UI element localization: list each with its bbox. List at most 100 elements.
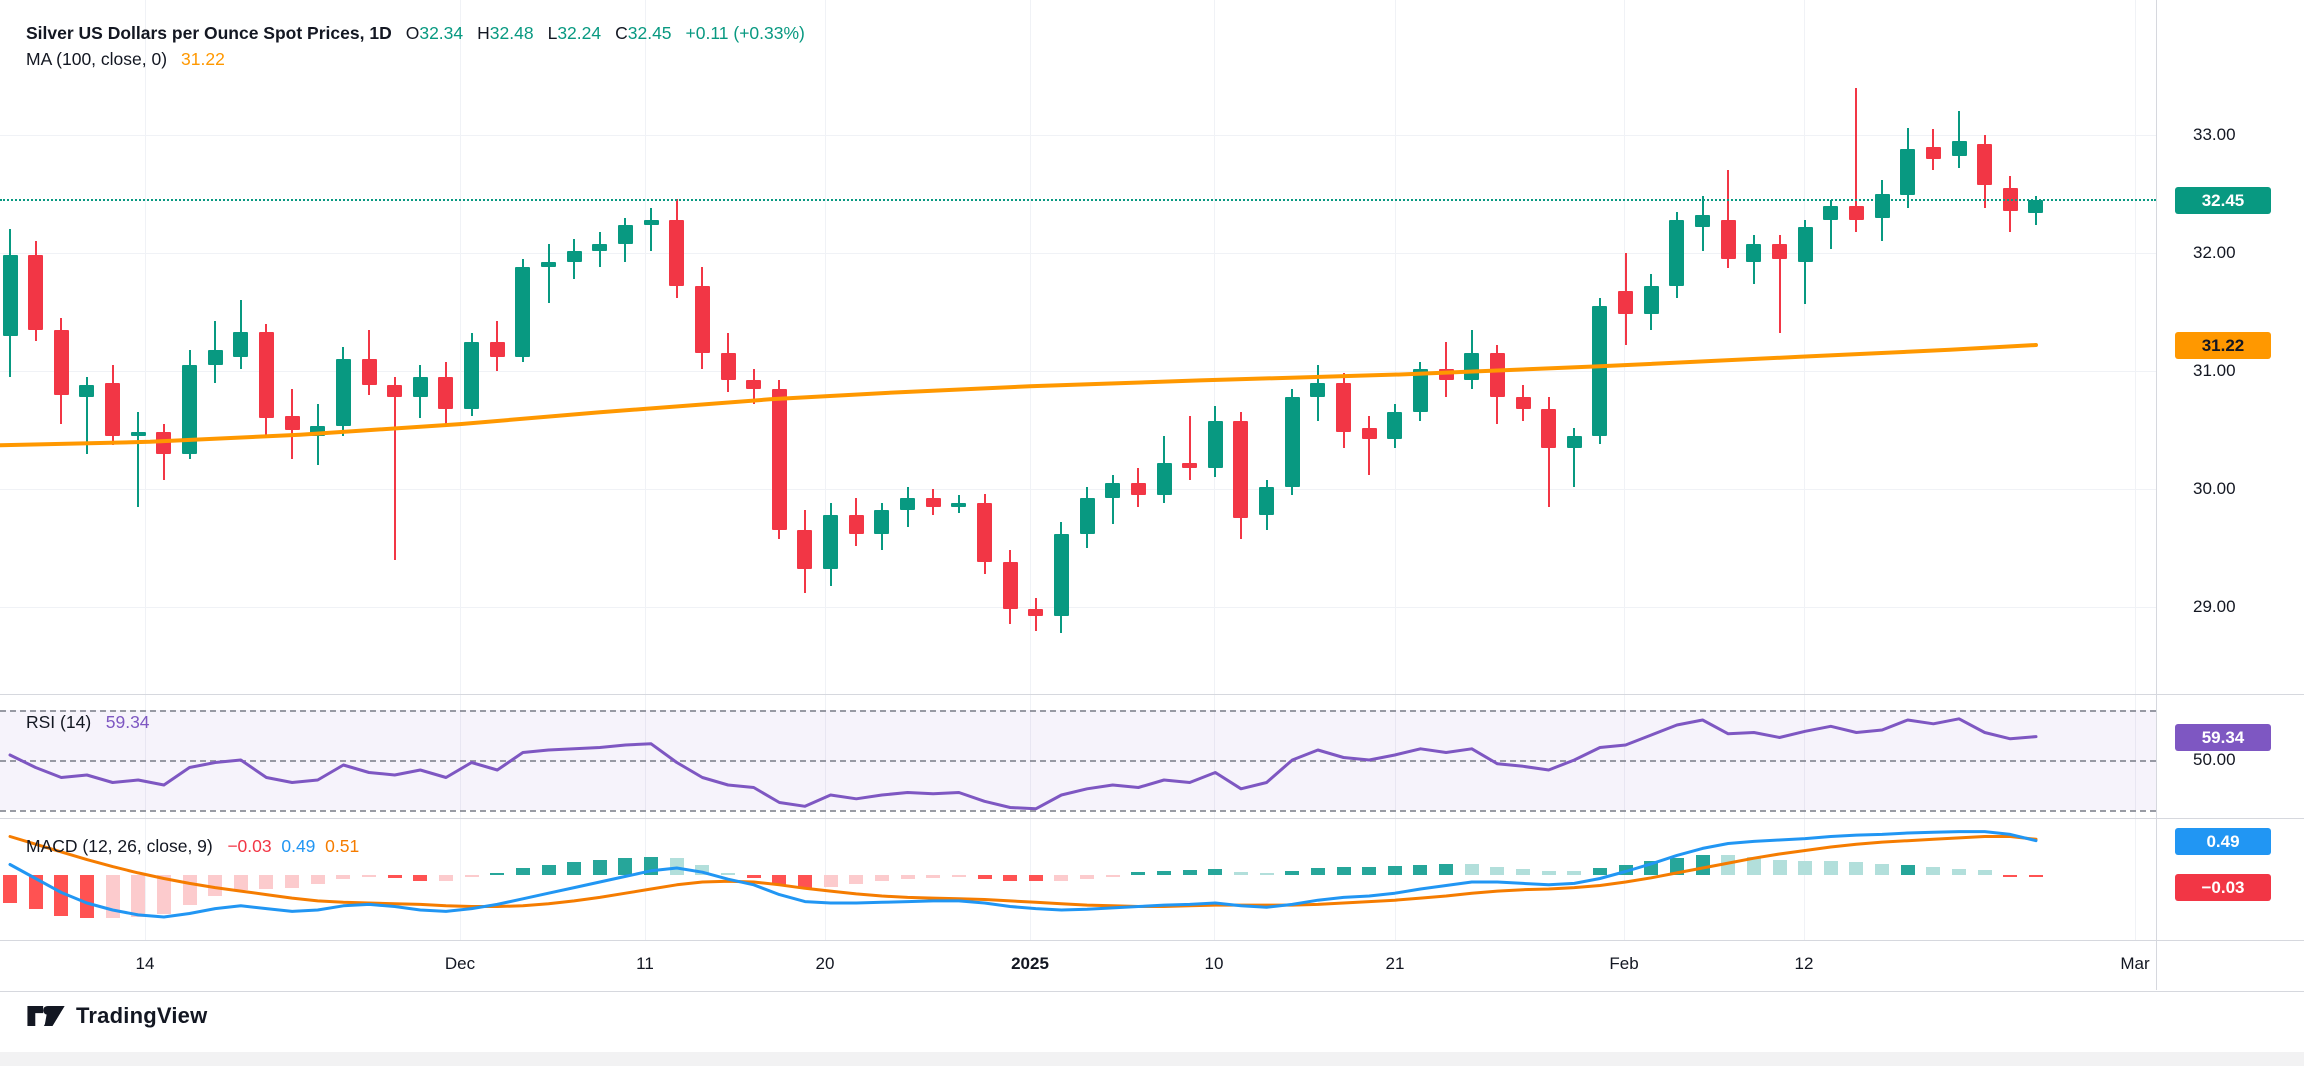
candle[interactable] xyxy=(900,498,916,511)
macd-histogram-bar[interactable] xyxy=(1105,875,1120,878)
macd-histogram-bar[interactable] xyxy=(1233,872,1248,875)
macd-histogram-bar[interactable] xyxy=(1977,870,1992,875)
candle[interactable] xyxy=(1130,483,1146,495)
candle[interactable] xyxy=(53,329,69,395)
macd-histogram-bar[interactable] xyxy=(797,875,812,889)
macd-histogram-bar[interactable] xyxy=(926,875,941,878)
macd-histogram-bar[interactable] xyxy=(1926,866,1941,875)
candle[interactable] xyxy=(1387,412,1403,440)
macd-histogram-bar[interactable] xyxy=(259,875,274,889)
candle[interactable] xyxy=(233,332,249,357)
macd-histogram-bar[interactable] xyxy=(1644,861,1659,875)
macd-histogram-bar[interactable] xyxy=(746,875,761,878)
ma-study-row[interactable]: MA (100, close, 0) 31.22 xyxy=(26,46,805,72)
candle[interactable] xyxy=(541,262,557,268)
candle[interactable] xyxy=(1874,194,1890,218)
candle[interactable] xyxy=(28,255,44,330)
candle[interactable] xyxy=(617,224,633,244)
candle[interactable] xyxy=(1900,149,1916,196)
candle[interactable] xyxy=(1489,353,1505,397)
macd-histogram-bar[interactable] xyxy=(310,875,325,885)
macd-histogram-bar[interactable] xyxy=(233,875,248,890)
macd-histogram-bar[interactable] xyxy=(823,875,838,887)
candle[interactable] xyxy=(2028,199,2044,213)
macd-histogram-bar[interactable] xyxy=(1182,870,1197,875)
macd-histogram-bar[interactable] xyxy=(1080,875,1095,880)
macd-histogram-bar[interactable] xyxy=(1208,869,1223,875)
candle[interactable] xyxy=(1079,498,1095,534)
candle[interactable] xyxy=(1951,140,1967,157)
candle[interactable] xyxy=(1105,483,1121,499)
candle[interactable] xyxy=(156,432,172,454)
macd-histogram-bar[interactable] xyxy=(413,875,428,881)
pane-separator[interactable] xyxy=(0,694,2304,695)
macd-histogram-bar[interactable] xyxy=(285,875,300,889)
candle[interactable] xyxy=(1643,286,1659,315)
candle[interactable] xyxy=(1797,227,1813,263)
candle[interactable] xyxy=(771,388,787,531)
macd-histogram-bar[interactable] xyxy=(1592,868,1607,875)
candle[interactable] xyxy=(1618,290,1634,315)
candle[interactable] xyxy=(1823,205,1839,220)
candle[interactable] xyxy=(746,380,762,389)
macd-histogram-bar[interactable] xyxy=(1285,870,1300,875)
candle[interactable] xyxy=(1541,408,1557,448)
candle[interactable] xyxy=(182,365,197,454)
macd-histogram-bar[interactable] xyxy=(1669,857,1684,875)
macd-histogram-bar[interactable] xyxy=(874,875,889,882)
macd-histogram-bar[interactable] xyxy=(1952,868,1967,875)
candle[interactable] xyxy=(874,510,890,534)
macd-histogram-bar[interactable] xyxy=(1798,861,1813,875)
candle[interactable] xyxy=(1002,562,1018,610)
time-axis[interactable]: 14 Dec 11 20 2025 10 21 Feb 12 Mar xyxy=(0,940,2304,992)
candle[interactable] xyxy=(566,250,582,263)
candle[interactable] xyxy=(1669,219,1685,287)
symbol-title[interactable]: Silver US Dollars per Ounce Spot Prices,… xyxy=(26,23,392,43)
candle[interactable] xyxy=(797,530,813,570)
macd-histogram-bar[interactable] xyxy=(2003,875,2018,877)
macd-histogram-bar[interactable] xyxy=(1028,875,1043,882)
macd-histogram-bar[interactable] xyxy=(1439,863,1454,875)
candle[interactable] xyxy=(284,415,300,430)
candle[interactable] xyxy=(438,376,454,409)
macd-histogram-bar[interactable] xyxy=(1849,862,1864,875)
candle[interactable] xyxy=(2,255,18,336)
macd-histogram-bar[interactable] xyxy=(772,875,787,885)
candle[interactable] xyxy=(1746,243,1762,263)
candle[interactable] xyxy=(1053,533,1069,617)
candle[interactable] xyxy=(207,349,223,366)
macd-histogram-bar[interactable] xyxy=(977,875,992,879)
candle[interactable] xyxy=(1772,243,1787,259)
macd-histogram-bar[interactable] xyxy=(618,858,633,875)
macd-histogram-bar[interactable] xyxy=(1336,867,1351,875)
macd-histogram-bar[interactable] xyxy=(156,875,171,914)
macd-histogram-bar[interactable] xyxy=(567,861,582,875)
macd-histogram-bar[interactable] xyxy=(1823,861,1838,875)
candle[interactable] xyxy=(1695,215,1711,228)
candle[interactable] xyxy=(1233,420,1249,519)
macd-histogram-bar[interactable] xyxy=(1567,870,1582,875)
candle[interactable] xyxy=(1515,396,1531,409)
candle[interactable] xyxy=(823,514,839,570)
macd-histogram-bar[interactable] xyxy=(1464,863,1479,875)
candle[interactable] xyxy=(720,353,736,381)
candle[interactable] xyxy=(464,341,480,409)
macd-histogram-bar[interactable] xyxy=(951,875,966,878)
macd-histogram-bar[interactable] xyxy=(1875,863,1890,875)
macd-histogram-bar[interactable] xyxy=(2028,875,2043,878)
candle[interactable] xyxy=(1207,420,1223,468)
macd-histogram-bar[interactable] xyxy=(1387,865,1402,875)
candle[interactable] xyxy=(1977,144,1993,185)
macd-histogram-bar[interactable] xyxy=(1362,866,1377,875)
candle[interactable] xyxy=(951,503,967,507)
candle[interactable] xyxy=(361,359,377,386)
candle[interactable] xyxy=(258,332,274,419)
macd-histogram-bar[interactable] xyxy=(1490,866,1505,875)
macd-histogram-bar[interactable] xyxy=(592,859,607,875)
rsi-pane[interactable] xyxy=(0,694,2156,818)
macd-histogram-bar[interactable] xyxy=(1003,875,1018,881)
candle[interactable] xyxy=(1028,609,1044,617)
macd-histogram-bar[interactable] xyxy=(1695,855,1710,875)
macd-histogram-bar[interactable] xyxy=(3,875,17,903)
macd-histogram-bar[interactable] xyxy=(1618,864,1633,875)
